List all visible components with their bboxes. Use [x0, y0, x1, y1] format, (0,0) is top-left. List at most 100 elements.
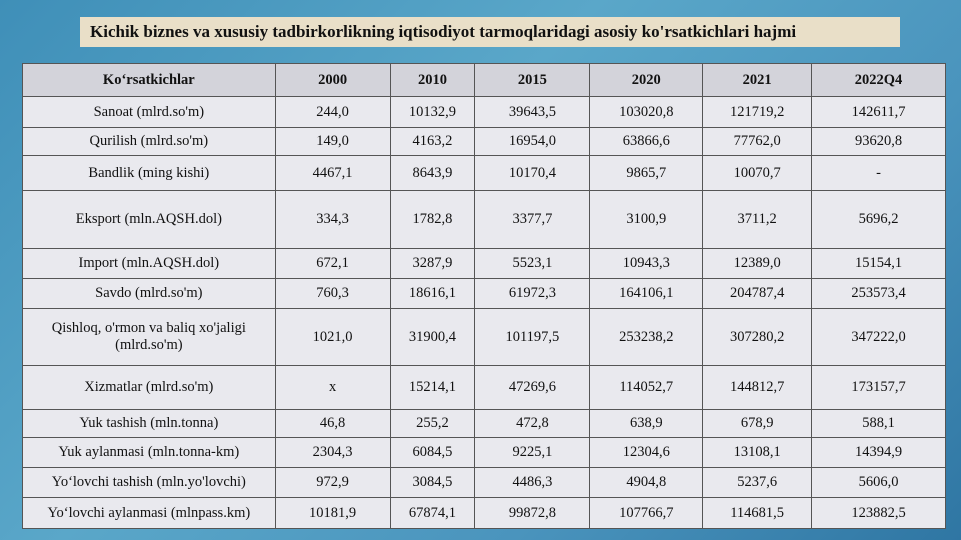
- cell: 347222,0: [811, 308, 946, 366]
- table-row: Sanoat (mlrd.so'm) 244,0 10132,9 39643,5 103…: [22, 96, 946, 128]
- row-label: Bandlik (ming kishi): [22, 155, 276, 191]
- cell: 103020,8: [589, 96, 704, 128]
- cell: 3287,9: [389, 248, 476, 279]
- column-header: Ko‘rsatkichlar: [22, 63, 276, 97]
- cell: 144812,7: [702, 365, 813, 410]
- row-label: Xizmatlar (mlrd.so'm): [22, 365, 276, 410]
- cell: 99872,8: [474, 497, 591, 529]
- cell: 164106,1: [589, 278, 704, 309]
- cell: 672,1: [274, 248, 391, 279]
- cell: 18616,1: [389, 278, 476, 309]
- cell: 8643,9: [389, 155, 476, 191]
- cell: 12304,6: [589, 437, 704, 468]
- table-row: Bandlik (ming kishi) 4467,1 8643,9 10170,4 9…: [22, 155, 946, 191]
- cell: 4163,2: [389, 127, 476, 156]
- cell: x: [274, 365, 391, 410]
- cell: 16954,0: [474, 127, 591, 156]
- cell: 123882,5: [811, 497, 946, 529]
- cell: 9225,1: [474, 437, 591, 468]
- cell: 5237,6: [702, 467, 813, 498]
- row-label: Qishloq, o'rmon va baliq xo'jaligi (mlrd…: [22, 308, 276, 366]
- cell: 10132,9: [389, 96, 476, 128]
- cell: 6084,5: [389, 437, 476, 468]
- cell: 61972,3: [474, 278, 591, 309]
- cell: 244,0: [274, 96, 391, 128]
- row-label: Qurilish (mlrd.so'm): [22, 127, 276, 156]
- cell: 10070,7: [702, 155, 813, 191]
- cell: 588,1: [811, 409, 946, 438]
- cell: 63866,6: [589, 127, 704, 156]
- row-label: Yo‘lovchi aylanmasi (mlnpass.km): [22, 497, 276, 529]
- cell: 972,9: [274, 467, 391, 498]
- row-label: Yuk tashish (mln.tonna): [22, 409, 276, 438]
- cell: 3084,5: [389, 467, 476, 498]
- cell: 101197,5: [474, 308, 591, 366]
- row-label: Eksport (mln.AQSH.dol): [22, 190, 276, 249]
- cell: 5606,0: [811, 467, 946, 498]
- cell: 760,3: [274, 278, 391, 309]
- cell: 5696,2: [811, 190, 946, 249]
- cell: 2304,3: [274, 437, 391, 468]
- column-header: 2015: [474, 63, 591, 97]
- title: Kichik biznes va xususiy tadbirkorliknin…: [80, 17, 900, 47]
- row-label: Savdo (mlrd.so'm): [22, 278, 276, 309]
- cell: 10943,3: [589, 248, 704, 279]
- cell: 12389,0: [702, 248, 813, 279]
- cell: 4904,8: [589, 467, 704, 498]
- cell: 39643,5: [474, 96, 591, 128]
- row-label: Yuk aylanmasi (mln.tonna-km): [22, 437, 276, 468]
- cell: 1782,8: [389, 190, 476, 249]
- cell: 3377,7: [474, 190, 591, 249]
- table-row: Yo‘lovchi aylanmasi (mlnpass.km) 10181,9 6…: [22, 497, 946, 529]
- table-row: Xizmatlar (mlrd.so'm) x 15214,1 47269,6 1140…: [22, 365, 946, 410]
- cell: 255,2: [389, 409, 476, 438]
- table-row: Yuk aylanmasi (mln.tonna-km) 2304,3 6084,5…: [22, 437, 946, 468]
- table-row: Savdo (mlrd.so'm) 760,3 18616,1 61972,3 1641…: [22, 278, 946, 309]
- data-table: Ko‘rsatkichlar 2000 2010 2015 2020 2021 2022Q4…: [22, 63, 946, 529]
- table-row: Yo‘lovchi tashish (mln.yo'lovchi) 972,9 30…: [22, 467, 946, 498]
- cell: 121719,2: [702, 96, 813, 128]
- cell: 334,3: [274, 190, 391, 249]
- cell: 4486,3: [474, 467, 591, 498]
- column-header: 2021: [702, 63, 813, 97]
- cell: 253238,2: [589, 308, 704, 366]
- cell: 114681,5: [702, 497, 813, 529]
- column-header: 2022Q4: [811, 63, 946, 97]
- cell: 173157,7: [811, 365, 946, 410]
- column-header: 2020: [589, 63, 704, 97]
- cell: 77762,0: [702, 127, 813, 156]
- cell: 204787,4: [702, 278, 813, 309]
- row-label: Yo‘lovchi tashish (mln.yo'lovchi): [22, 467, 276, 498]
- table-row: Eksport (mln.AQSH.dol) 334,3 1782,8 3377,7 3…: [22, 190, 946, 249]
- cell: 67874,1: [389, 497, 476, 529]
- column-header: 2010: [389, 63, 476, 97]
- cell: 5523,1: [474, 248, 591, 279]
- table-row: Qishloq, o'rmon va baliq xo'jaligi (mlrd…: [22, 308, 946, 366]
- cell: 9865,7: [589, 155, 704, 191]
- cell: 114052,7: [589, 365, 704, 410]
- cell: 307280,2: [702, 308, 813, 366]
- cell: 15214,1: [389, 365, 476, 410]
- cell: 15154,1: [811, 248, 946, 279]
- cell: 149,0: [274, 127, 391, 156]
- cell: 13108,1: [702, 437, 813, 468]
- cell: 142611,7: [811, 96, 946, 128]
- cell: 46,8: [274, 409, 391, 438]
- cell: 4467,1: [274, 155, 391, 191]
- row-label: Import (mln.AQSH.dol): [22, 248, 276, 279]
- cell: 93620,8: [811, 127, 946, 156]
- table-row: Import (mln.AQSH.dol) 672,1 3287,9 5523,1 10…: [22, 248, 946, 279]
- cell: 3100,9: [589, 190, 704, 249]
- cell: 1021,0: [274, 308, 391, 366]
- cell: 31900,4: [389, 308, 476, 366]
- header-row: Ko‘rsatkichlar 2000 2010 2015 2020 2021 2022Q4: [22, 63, 946, 97]
- cell: 638,9: [589, 409, 704, 438]
- cell: 10181,9: [274, 497, 391, 529]
- column-header: 2000: [274, 63, 391, 97]
- cell: 472,8: [474, 409, 591, 438]
- cell: 10170,4: [474, 155, 591, 191]
- table-row: Yuk tashish (mln.tonna) 46,8 255,2 472,8 638…: [22, 409, 946, 438]
- cell: 47269,6: [474, 365, 591, 410]
- table-row: Qurilish (mlrd.so'm) 149,0 4163,2 16954,0 63…: [22, 127, 946, 156]
